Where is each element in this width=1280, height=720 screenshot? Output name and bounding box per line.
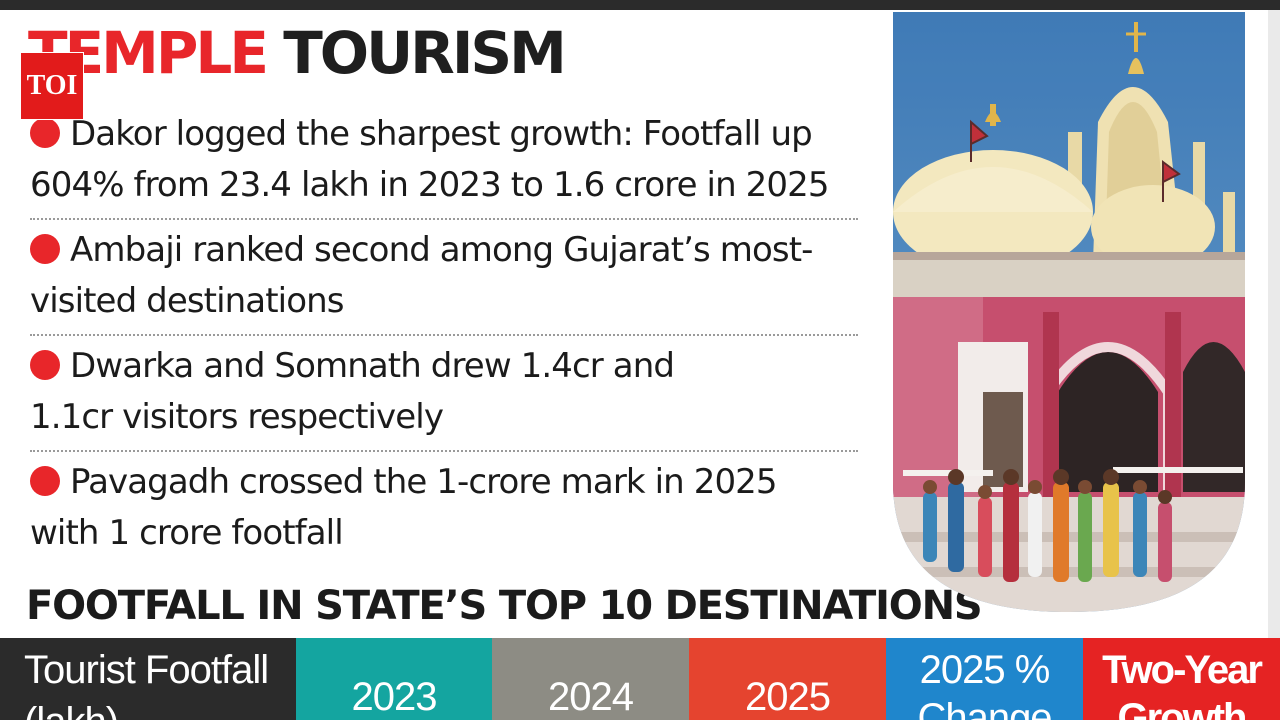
bullet-text-line2: 1.1cr visitors respectively — [30, 397, 444, 437]
bullet-text-line1: Dakor logged the sharpest growth: Footfa… — [70, 114, 813, 154]
table-header-row: Tourist Footfall (lakh) 2023 2024 2025 2… — [0, 638, 1280, 720]
right-edge-strip — [1268, 10, 1280, 638]
header-tourist-footfall: Tourist Footfall (lakh) — [0, 638, 296, 720]
temple-illustration — [893, 12, 1245, 612]
header-change-text: 2025 % Change — [886, 638, 1083, 720]
bullet-text-line1: Dwarka and Somnath drew 1.4cr and — [70, 346, 675, 386]
header-change-line2: Change — [917, 696, 1052, 720]
header-label-line1: Tourist Footfall — [24, 648, 269, 692]
header-label-line2: (lakh) — [24, 700, 119, 720]
red-dot-icon — [30, 466, 60, 496]
header-2024: 2024 — [492, 638, 689, 720]
bullet-pavagadh: Pavagadh crossed the 1-crore mark in 202… — [30, 452, 858, 566]
bullet-text-line1: Ambaji ranked second among Gujarat’s mos… — [70, 230, 813, 270]
header-2025-text: 2025 — [745, 675, 831, 719]
bullet-text-line2: visited destinations — [30, 281, 344, 321]
headline: TEMPLE TOURISM — [28, 18, 567, 88]
toi-logo: TOI — [20, 52, 84, 120]
table-title: FOOTFALL IN STATE’S TOP 10 DESTINATIONS — [26, 583, 983, 629]
bullet-text-line2: 604% from 23.4 lakh in 2023 to 1.6 crore… — [30, 165, 829, 205]
header-label-text: Tourist Footfall (lakh) — [24, 644, 269, 720]
header-2025: 2025 — [689, 638, 886, 720]
header-growth-text: Two-Year Growth — [1083, 638, 1280, 720]
top-border — [0, 0, 1280, 10]
bullet-ambaji: Ambaji ranked second among Gujarat’s mos… — [30, 220, 858, 336]
header-2023-text: 2023 — [351, 675, 438, 719]
header-change-line1: 2025 % — [919, 648, 1051, 692]
bullet-dwarka-somnath: Dwarka and Somnath drew 1.4cr and 1.1cr … — [30, 336, 858, 452]
red-dot-icon — [30, 234, 60, 264]
header-2025-change: 2025 % Change — [886, 638, 1083, 720]
bullet-text-line1: Pavagadh crossed the 1-crore mark in 202… — [70, 462, 778, 502]
key-points-list: Dakor logged the sharpest growth: Footfa… — [30, 104, 858, 566]
header-2024-text: 2024 — [548, 675, 634, 719]
red-dot-icon — [30, 118, 60, 148]
red-dot-icon — [30, 350, 60, 380]
bullet-dakor: Dakor logged the sharpest growth: Footfa… — [30, 104, 858, 220]
header-growth-line2: Growth — [1117, 696, 1248, 720]
header-two-year-growth: Two-Year Growth — [1083, 638, 1280, 720]
bullet-text-line2: with 1 crore footfall — [30, 513, 344, 553]
header-growth-line1: Two-Year — [1102, 648, 1263, 692]
headline-word-tourism: TOURISM — [283, 19, 567, 87]
header-2023: 2023 — [296, 638, 492, 720]
